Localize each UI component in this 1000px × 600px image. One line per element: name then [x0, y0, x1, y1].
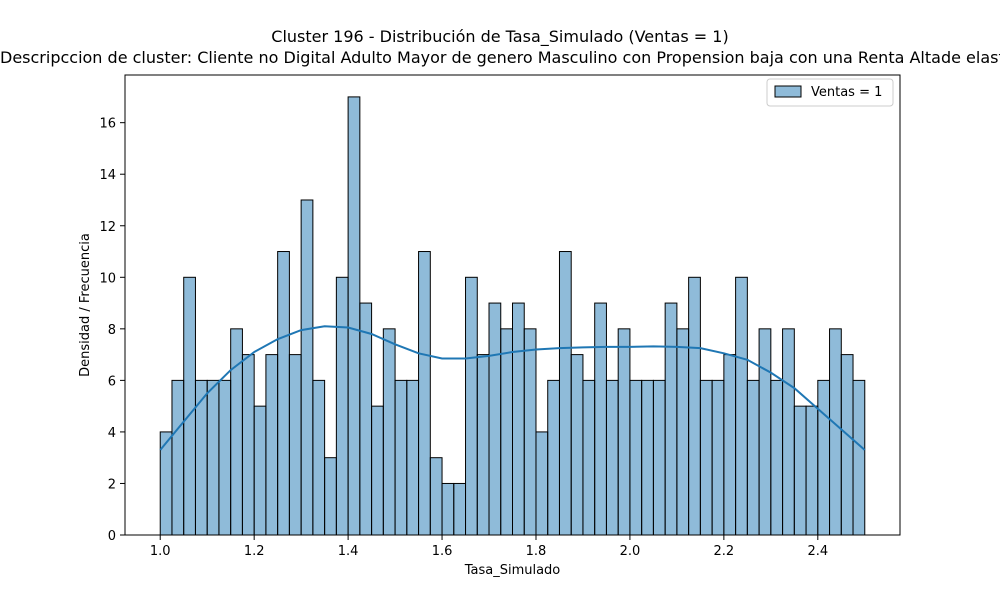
legend-swatch: [774, 85, 802, 98]
histogram-bar: [406, 379, 420, 536]
histogram-bar: [394, 379, 408, 536]
histogram-bar: [194, 379, 208, 536]
y-tick-label: 16: [99, 117, 116, 132]
chart-subtitle: Descripccion de cluster: Cliente no Digi…: [0, 48, 1000, 67]
histogram-bar: [735, 276, 748, 536]
x-tick-label: 2.0: [620, 544, 641, 559]
histogram-bar: [347, 96, 361, 536]
kde-line: [159, 325, 866, 451]
histogram-bar: [500, 328, 513, 536]
bars-group: [159, 96, 866, 536]
x-tick-label: 1.0: [150, 544, 171, 559]
histogram-bar: [418, 251, 431, 536]
y-axis-label: Densidad / Frecuencia: [78, 233, 93, 377]
histogram-bar: [312, 379, 326, 536]
histogram-bar: [300, 199, 314, 536]
histogram-bar: [758, 328, 772, 536]
chart-title: Cluster 196 - Distribución de Tasa_Simul…: [271, 27, 729, 46]
histogram-bar: [829, 328, 842, 536]
x-axis-label: Tasa_Simulado: [464, 563, 561, 578]
histogram-bar: [676, 328, 690, 536]
histogram-bar: [476, 354, 490, 536]
histogram-bar: [570, 354, 584, 536]
y-tick-label: 6: [108, 374, 116, 389]
histogram-bar: [429, 457, 443, 536]
y-tick-label: 14: [99, 168, 116, 183]
x-tick-label: 1.4: [338, 544, 359, 559]
histogram-bar: [183, 276, 196, 536]
histogram-bar: [488, 302, 502, 536]
histogram-bar: [277, 251, 290, 536]
histogram-bar: [253, 405, 267, 536]
legend-label: Ventas = 1: [811, 85, 882, 100]
histogram-bar: [699, 379, 713, 536]
y-tick-label: 12: [99, 220, 116, 235]
histogram-bar: [547, 379, 560, 536]
histogram-bar: [782, 328, 795, 536]
x-tick-label: 2.4: [807, 544, 828, 559]
y-tick-label: 4: [108, 426, 116, 441]
histogram-bar: [465, 276, 478, 536]
histogram-bar: [171, 379, 185, 536]
histogram-bar: [629, 379, 643, 536]
histogram-bar: [582, 379, 596, 536]
legend: Ventas = 1: [766, 78, 894, 107]
histogram-bar: [265, 354, 279, 536]
y-axis-ticks: 0 2 4 6 8 10 12 14 16: [99, 117, 125, 544]
plot-frame: [124, 74, 901, 536]
histogram-bar: [605, 379, 619, 536]
histogram-bar: [723, 354, 737, 536]
histogram-bar: [288, 354, 302, 536]
histogram-bar: [664, 302, 678, 536]
x-tick-label: 2.2: [714, 544, 735, 559]
histogram-bar: [594, 302, 607, 536]
y-tick-label: 0: [108, 529, 116, 544]
histogram-bar: [512, 302, 525, 536]
x-tick-label: 1.2: [244, 544, 265, 559]
histogram-bar: [746, 379, 760, 536]
histogram-bar: [324, 457, 337, 536]
histogram-bar: [641, 379, 654, 536]
histogram-bar: [523, 328, 537, 536]
histogram-bar: [617, 328, 631, 536]
x-tick-label: 1.8: [526, 544, 547, 559]
histogram-bar: [805, 405, 819, 536]
histogram-bar: [770, 379, 784, 536]
y-tick-label: 2: [108, 477, 116, 492]
histogram-bar: [535, 431, 549, 536]
histogram-bar: [206, 379, 220, 536]
histogram-bar: [230, 328, 243, 536]
histogram-bar: [852, 379, 866, 536]
histogram-bar: [382, 328, 396, 536]
histogram-bar: [688, 276, 701, 536]
x-tick-label: 1.6: [432, 544, 453, 559]
histogram-bar: [711, 379, 725, 536]
x-axis-ticks: 1.0 1.2 1.4 1.6 1.8 2.0 2.2 2.4: [150, 535, 828, 559]
histogram-bar: [793, 405, 807, 536]
y-tick-label: 10: [99, 271, 116, 286]
histogram-bar: [817, 379, 831, 536]
histogram-bar: [558, 251, 572, 536]
histogram-bar: [453, 482, 467, 536]
histogram-bar: [359, 302, 373, 536]
histogram-bar: [652, 379, 666, 536]
histogram-bar: [241, 354, 255, 536]
histogram-bar: [335, 276, 349, 536]
histogram-bar: [371, 405, 384, 536]
y-tick-label: 8: [108, 323, 116, 338]
histogram-bar: [218, 379, 232, 536]
histogram-bar: [441, 482, 455, 536]
histogram-bar: [840, 354, 854, 536]
